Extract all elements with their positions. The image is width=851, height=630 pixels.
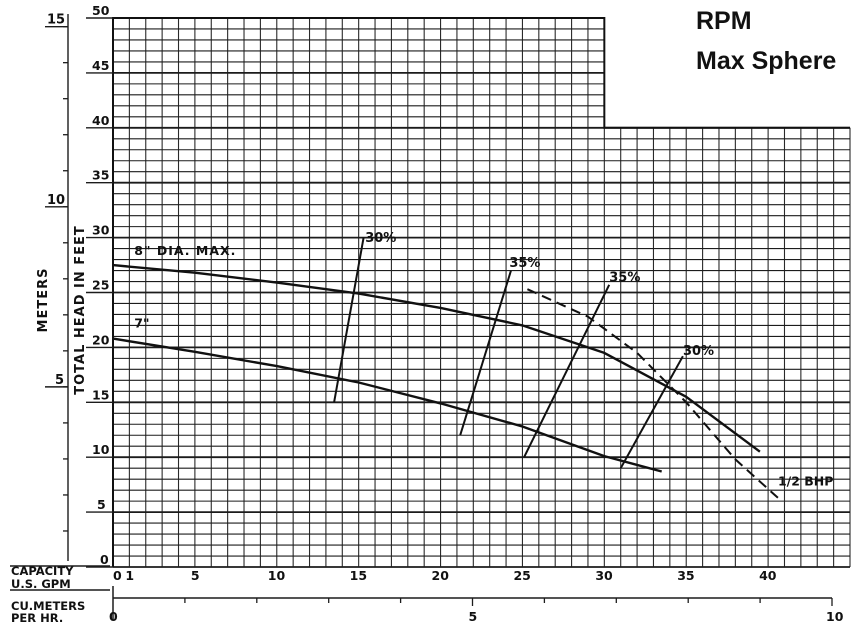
series-label-8in: 8" DIA. MAX. — [134, 243, 236, 258]
gpm-axis-title: CAPACITY — [11, 564, 74, 578]
efficiency-label: 35% — [509, 256, 540, 271]
m3h-tick-label: 0 — [109, 609, 118, 624]
meters-tick-label: 15 — [47, 13, 65, 28]
gpm-tick-label: 30 — [595, 568, 613, 583]
feet-tick-label: 20 — [92, 332, 110, 347]
max-sphere-label: Max Sphere — [696, 47, 837, 75]
efficiency-line — [619, 355, 684, 469]
feet-tick-label: 5 — [97, 497, 106, 512]
rpm-label: RPM — [696, 7, 752, 35]
efficiency-line — [523, 284, 611, 458]
feet-tick-label: 0 — [100, 552, 109, 567]
feet-tick-label: 15 — [92, 387, 109, 402]
efficiency-label: 35% — [609, 271, 640, 286]
gpm-tick-label: 25 — [513, 568, 530, 583]
gpm-tick-label: 20 — [432, 568, 450, 583]
gpm-tick-label: 15 — [350, 568, 367, 583]
gpm-tick-label: 35 — [677, 568, 694, 583]
feet-tick-label: 50 — [92, 3, 110, 18]
meters-tick-label: 10 — [47, 193, 65, 208]
m3h-tick-label: 10 — [826, 609, 844, 624]
gpm-tick-label: 0 — [113, 568, 122, 583]
m3h-axis-title: PER HR. — [11, 611, 63, 625]
gpm-tick-label: 1 — [125, 568, 134, 583]
efficiency-label: 30% — [683, 344, 714, 359]
efficiency-label: 30% — [365, 231, 396, 246]
efficiency-line — [459, 270, 512, 436]
chart-curves — [112, 237, 779, 499]
bhp-line — [526, 288, 779, 499]
gpm-axis-title: U.S. GPM — [11, 577, 71, 591]
head-curve-8in — [112, 263, 761, 453]
feet-tick-label: 25 — [92, 278, 109, 293]
head-curve-7in — [112, 337, 663, 473]
efficiency-line — [333, 237, 365, 403]
gpm-tick-label: 5 — [191, 568, 200, 583]
feet-axis-title: TOTAL HEAD IN FEET — [73, 225, 88, 395]
grid-boundary — [112, 17, 850, 567]
feet-tick-label: 10 — [92, 442, 110, 457]
chart-labels: 8" DIA. MAX. 7" 30% 35% 35% 30% 1/2 BHP — [134, 231, 833, 489]
meters-tick-label: 5 — [55, 373, 64, 388]
chart-grid — [112, 17, 851, 568]
feet-tick-label: 45 — [92, 58, 109, 73]
gpm-tick-label: 10 — [268, 568, 286, 583]
bhp-label: 1/2 BHP — [778, 474, 833, 489]
gpm-tick-label: 40 — [759, 568, 777, 583]
m3h-axis-title: CU.METERS — [11, 599, 85, 613]
feet-tick-label: 40 — [92, 113, 110, 128]
meters-axis-title: METERS — [36, 268, 51, 333]
feet-tick-label: 35 — [92, 168, 109, 183]
m3h-tick-label: 5 — [469, 609, 478, 624]
series-label-7in: 7" — [134, 316, 149, 331]
feet-tick-label: 30 — [92, 223, 110, 238]
